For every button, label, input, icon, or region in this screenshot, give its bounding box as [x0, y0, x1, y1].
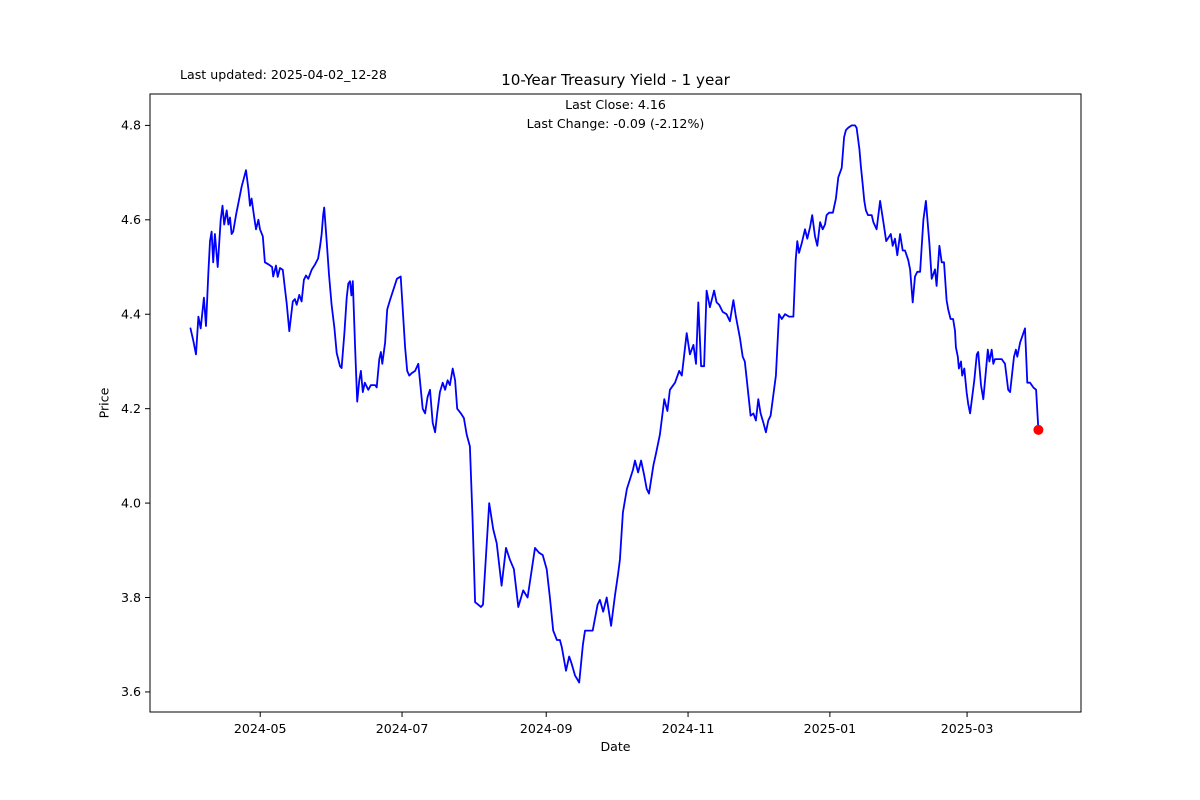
y-tick-label: 4.2: [121, 401, 141, 416]
price-line: [189, 124, 1040, 684]
x-tick-label: 2024-05: [234, 721, 287, 736]
y-tick-label: 3.8: [121, 590, 141, 605]
y-tick-label: 3.6: [121, 684, 141, 699]
x-tick-label: 2024-09: [520, 721, 573, 736]
y-tick-label: 4.8: [121, 118, 141, 133]
last-change-label: Last Change: -0.09 (-2.12%): [526, 116, 705, 131]
last-close-label: Last Close: 4.16: [565, 97, 666, 112]
y-tick-label: 4.4: [121, 307, 141, 322]
last-updated-label: Last updated: 2025-04-02_12-28: [180, 67, 387, 82]
y-tick-label: 4.0: [121, 495, 141, 510]
axes-border: [149, 93, 1082, 713]
x-tick-label: 2025-01: [804, 721, 857, 736]
last-point-marker: [1033, 424, 1044, 435]
x-axis-label: Date: [600, 739, 631, 754]
x-tick-label: 2024-11: [662, 721, 715, 736]
y-tick-label: 4.6: [121, 212, 141, 227]
x-tick-label: 2025-03: [941, 721, 994, 736]
x-tick-label: 2024-07: [376, 721, 429, 736]
chart-title: 10-Year Treasury Yield - 1 year: [501, 71, 730, 89]
